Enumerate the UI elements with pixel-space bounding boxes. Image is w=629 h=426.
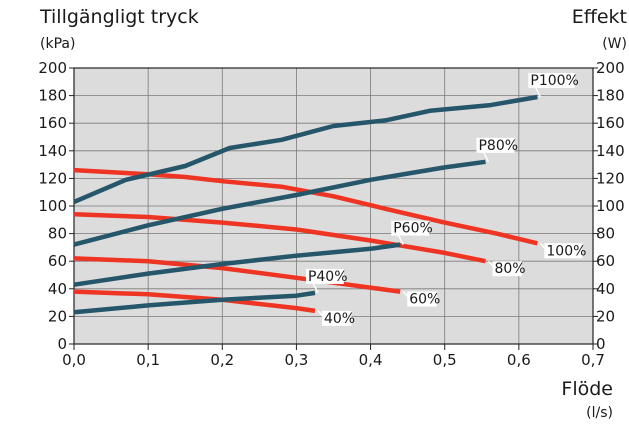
right-tick-label: 40 [596, 280, 615, 298]
right-tick-label: 180 [596, 87, 625, 105]
series-label-100: 100% [546, 243, 586, 259]
left-tick-label: 200 [38, 59, 67, 77]
x-tick-label: 0,7 [581, 351, 605, 369]
left-tick-label: 60 [48, 252, 67, 270]
left-axis-title: Tillgängligt tryck [40, 6, 199, 28]
label-bg [305, 268, 344, 284]
left-tick-label: 100 [38, 197, 67, 215]
right-axis-unit: (W) [602, 36, 627, 52]
right-tick-label: 60 [596, 252, 615, 270]
left-tick-label: 40 [48, 280, 67, 298]
series-line-p40 [73, 290, 316, 315]
x-tick-label: 0,1 [136, 351, 160, 369]
x-axis-unit: (l/s) [586, 405, 613, 421]
series-line-60 [73, 256, 401, 294]
right-tick-label: 80 [596, 225, 615, 243]
right-tick-label: 120 [596, 169, 625, 187]
right-tick-label: 100 [596, 197, 625, 215]
label-bg [321, 310, 352, 326]
x-tick-label: 0,4 [359, 351, 383, 369]
label-bg [492, 261, 522, 277]
series-line-80 [73, 212, 486, 264]
series-label-p100: P100% [530, 73, 578, 89]
series-label-p40: P40% [308, 269, 348, 285]
right-tick-label: 140 [596, 142, 625, 160]
left-tick-label: 80 [48, 225, 67, 243]
right-tick-label: 200 [596, 59, 625, 77]
label-bg [407, 291, 437, 307]
plot-border [73, 67, 594, 345]
right-tick-label: 160 [596, 114, 625, 132]
left-tick-label: 20 [48, 307, 67, 325]
series-label-p60: P60% [393, 221, 433, 237]
series-label-p80: P80% [478, 138, 518, 154]
label-bg [528, 72, 575, 88]
right-tick-label: 20 [596, 307, 615, 325]
left-tick-label: 120 [38, 169, 67, 187]
x-axis-title: Flöde [561, 378, 613, 400]
series-line-p60 [73, 242, 401, 287]
left-tick-label: 0 [57, 335, 67, 353]
series-line-p100 [73, 94, 538, 204]
right-tick-label: 0 [596, 335, 606, 353]
series-line-p80 [73, 159, 486, 247]
left-axis-unit: (kPa) [40, 36, 76, 52]
x-tick-label: 0,6 [507, 351, 531, 369]
label-bg [391, 220, 430, 236]
left-tick-label: 180 [38, 87, 67, 105]
left-tick-label: 140 [38, 142, 67, 160]
label-bg [476, 137, 515, 153]
x-tick-label: 0,3 [284, 351, 308, 369]
series-label-60: 60% [409, 292, 440, 308]
x-tick-label: 0,0 [62, 351, 86, 369]
label-bg [544, 243, 583, 259]
x-tick-label: 0,2 [210, 351, 234, 369]
series-label-80: 80% [494, 261, 525, 277]
series-label-40: 40% [324, 311, 355, 327]
left-tick-label: 160 [38, 114, 67, 132]
x-tick-label: 0,5 [433, 351, 457, 369]
right-axis-title: Effekt [571, 6, 627, 28]
